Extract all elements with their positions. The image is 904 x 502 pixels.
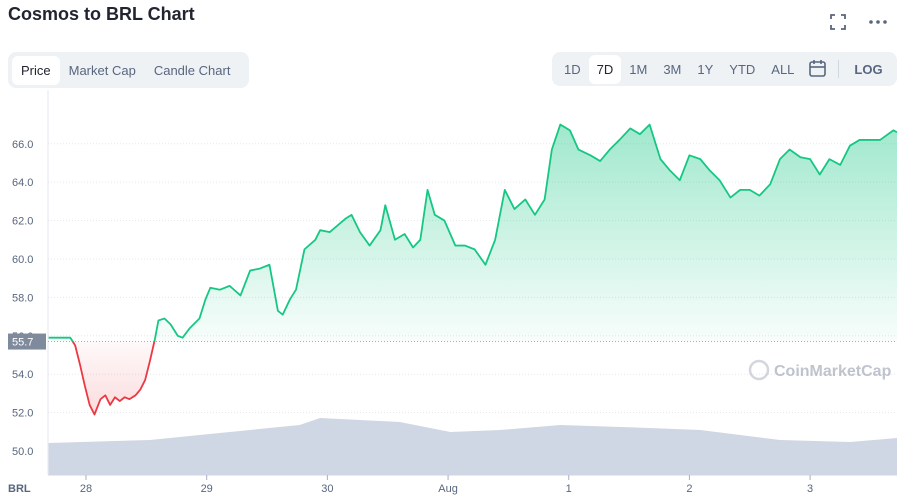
price-line: [48, 123, 898, 416]
x-tick-label: 2: [686, 483, 692, 495]
x-tick-label: Aug: [438, 483, 458, 495]
x-tick-label: 28: [80, 483, 92, 495]
price-area: [48, 124, 898, 415]
baseline-label: 55.7: [12, 337, 33, 349]
y-tick-label: 58.0: [12, 292, 33, 304]
x-tick-label: 3: [807, 483, 813, 495]
x-tick-label: 1: [566, 483, 572, 495]
range-button[interactable]: 1Y: [697, 61, 714, 77]
range-button[interactable]: 3M: [663, 61, 682, 77]
y-tick-label: 62.0: [12, 216, 33, 228]
range-button[interactable]: 1M: [629, 61, 648, 77]
separator: [838, 60, 840, 78]
x-tick-label: 29: [201, 483, 213, 495]
chart-type-tabs: Price Market Cap Candle Chart: [8, 52, 249, 88]
range-button[interactable]: YTD: [729, 61, 756, 77]
y-tick-label: 60.0: [12, 254, 33, 266]
log-button[interactable]: LOG: [854, 61, 883, 77]
page-title: Cosmos to BRL Chart: [8, 4, 195, 24]
range-button[interactable]: ALL: [771, 61, 795, 77]
chart-type-tab[interactable]: Candle Chart: [153, 62, 231, 78]
chart-type-tab[interactable]: Price: [12, 55, 60, 85]
watermark: [748, 359, 770, 381]
volume-area: [48, 418, 898, 475]
range-button[interactable]: 7D: [588, 54, 622, 84]
range-buttons: 1D 7D 1M 3M 1Y YTD ALL LOG: [552, 52, 897, 86]
y-tick-label: 66.0: [12, 139, 33, 151]
y-tick-label: 54.0: [12, 369, 33, 381]
y-tick-label: 52.0: [12, 408, 33, 420]
baseline-label-box: [8, 333, 46, 350]
fullscreen-icon[interactable]: [828, 12, 848, 32]
currency-label: BRL: [8, 483, 31, 495]
range-button[interactable]: 1D: [564, 61, 581, 77]
x-tick-label: 30: [321, 483, 333, 495]
y-tick-label: 64.0: [12, 177, 33, 189]
calendar-icon[interactable]: [802, 59, 832, 79]
watermark-text: CoinMarketCap: [774, 363, 892, 380]
more-icon[interactable]: [866, 12, 890, 32]
chart-type-tab[interactable]: Market Cap: [68, 62, 136, 78]
y-tick-label: 50.0: [12, 446, 33, 458]
